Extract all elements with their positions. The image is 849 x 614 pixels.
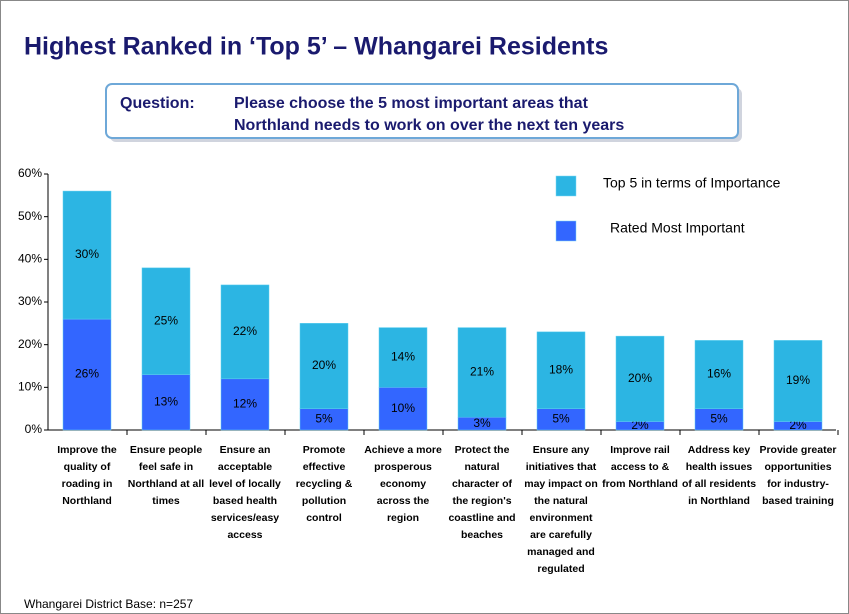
- x-tick-label: Address key health issues of all residen…: [681, 444, 757, 507]
- question-box: [105, 83, 739, 139]
- bar-segment: [62, 190, 112, 320]
- x-tick-label: Provide greater opportunities for indust…: [759, 444, 837, 507]
- y-tick-label: 10%: [18, 380, 42, 394]
- value-label: 3%: [473, 416, 491, 430]
- bar-segment: [141, 267, 191, 375]
- legend-label: Rated Most Important: [610, 220, 745, 236]
- question-text: Please choose the 5 most important areas…: [234, 95, 624, 134]
- x-tick-label: Ensure an acceptable level of locally ba…: [209, 444, 281, 541]
- bar-segment: [62, 318, 112, 431]
- bar-segment: [378, 327, 428, 388]
- value-label: 5%: [315, 412, 333, 426]
- y-tick-label: 40%: [18, 252, 42, 266]
- footnote: Whangarei District Base: n=257: [24, 597, 193, 611]
- x-tick-label: Promote effective recycling & pollution …: [295, 444, 353, 524]
- y-tick-label: 20%: [18, 337, 42, 351]
- x-tick-label: Protect the natural character of the reg…: [448, 444, 516, 541]
- legend-swatch: [555, 220, 577, 242]
- x-tick-label: Improve rail access to & from Northland: [602, 444, 678, 490]
- bar-segment: [141, 374, 191, 431]
- value-label: 19%: [786, 373, 810, 387]
- value-label: 5%: [710, 412, 728, 426]
- legend-swatch: [555, 175, 577, 197]
- value-label: 14%: [391, 350, 415, 364]
- legend-label: Top 5 in terms of Importance: [603, 175, 781, 191]
- bar-segment: [536, 331, 586, 409]
- y-tick-label: 0%: [25, 422, 43, 436]
- value-label: 25%: [154, 313, 178, 327]
- value-label: 26%: [75, 367, 99, 381]
- value-label: 18%: [549, 362, 573, 376]
- bar-segment: [773, 340, 823, 422]
- y-tick-label: 60%: [18, 166, 42, 180]
- value-label: 22%: [233, 324, 257, 338]
- x-tick-label: Improve the quality of roading in Northl…: [57, 444, 117, 507]
- bar-segment: [299, 323, 349, 409]
- value-label: 16%: [707, 367, 731, 381]
- value-label: 13%: [154, 394, 178, 408]
- chart-title: Highest Ranked in ‘Top 5’ – Whangarei Re…: [24, 33, 608, 61]
- question-label: Question:: [120, 95, 195, 112]
- y-tick-label: 50%: [18, 209, 42, 223]
- value-label: 30%: [75, 247, 99, 261]
- y-tick-label: 30%: [18, 294, 42, 308]
- bar-segment: [220, 378, 270, 431]
- x-tick-label: Ensure people feel safe in Northland at …: [127, 444, 205, 507]
- value-label: 20%: [312, 358, 336, 372]
- bar-segment: [615, 335, 665, 422]
- bar-segment: [694, 340, 744, 409]
- value-label: 21%: [470, 365, 494, 379]
- value-label: 5%: [552, 412, 570, 426]
- value-label: 12%: [233, 397, 257, 411]
- x-tick-label: Achieve a more prosperous economy across…: [364, 444, 442, 524]
- bar-segment: [378, 387, 428, 431]
- value-label: 20%: [628, 371, 652, 385]
- value-label: 10%: [391, 401, 415, 415]
- bar-segment: [457, 327, 507, 418]
- x-tick-label: Ensure any initiatives that may impact o…: [524, 444, 598, 575]
- bar-segment: [220, 284, 270, 380]
